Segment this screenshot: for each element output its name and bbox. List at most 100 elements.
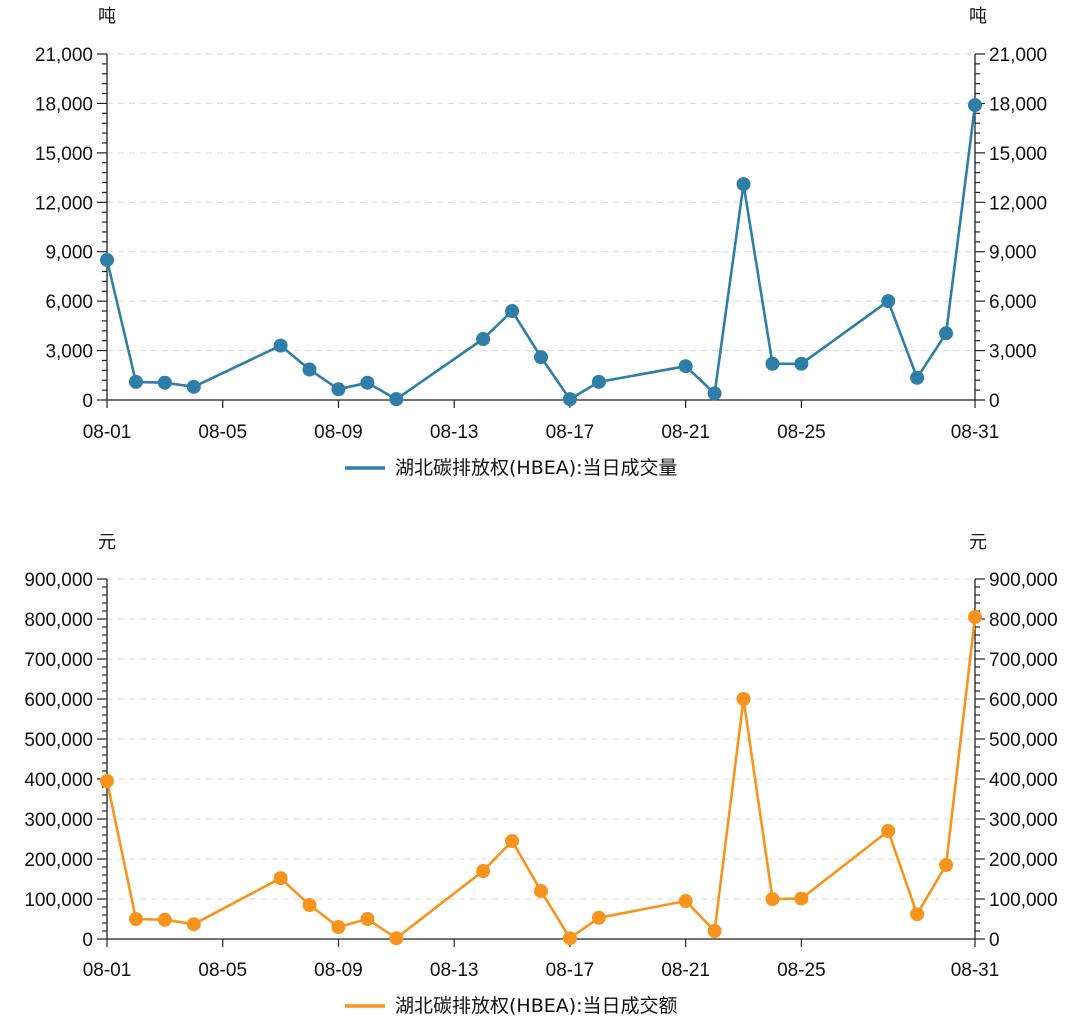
- y-tick-label-right: 800,000: [989, 610, 1058, 631]
- x-tick-label: 08-25: [777, 422, 826, 443]
- data-point: [939, 858, 954, 872]
- x-tick-label: 08-21: [661, 960, 710, 981]
- y-tick-label-left: 0: [82, 930, 93, 951]
- y-tick-label-left: 200,000: [24, 850, 93, 871]
- data-point: [794, 891, 809, 906]
- data-point: [331, 920, 346, 934]
- y-tick-label-left: 600,000: [24, 690, 93, 711]
- data-point: [302, 898, 317, 912]
- y-tick-label-right: 600,000: [989, 690, 1058, 711]
- y-unit-right: 吨: [969, 6, 987, 27]
- y-tick-label-right: 12,000: [989, 193, 1047, 214]
- data-point: [794, 356, 809, 371]
- x-tick-label: 08-05: [198, 960, 247, 981]
- data-point: [707, 386, 722, 401]
- y-tick-label-right: 200,000: [989, 850, 1058, 871]
- data-point: [881, 294, 896, 309]
- x-tick-label: 08-05: [198, 422, 247, 443]
- x-tick-label: 08-25: [777, 960, 826, 981]
- y-tick-label-right: 15,000: [989, 144, 1047, 165]
- y-tick-label-right: 900,000: [989, 570, 1058, 591]
- volume-chart: 0 0 3,000 3,000 6,000 6,000 9,000 9,000 12,000 12…: [35, 6, 1047, 479]
- y-tick-label-right: 400,000: [989, 770, 1058, 791]
- data-point: [476, 864, 491, 878]
- data-point: [562, 392, 577, 407]
- data-point: [100, 252, 114, 267]
- data-point: [968, 610, 982, 624]
- y-tick-label-left: 900,000: [24, 570, 93, 591]
- data-point: [881, 824, 896, 838]
- data-point: [476, 332, 491, 347]
- data-point: [505, 834, 520, 848]
- y-tick-label-right: 3,000: [989, 342, 1037, 363]
- y-tick-label-left: 500,000: [24, 730, 93, 751]
- y-tick-label-right: 9,000: [989, 243, 1037, 264]
- x-tick-label: 08-01: [83, 422, 132, 443]
- x-tick-label: 08-21: [661, 422, 710, 443]
- data-point: [186, 379, 201, 394]
- y-tick-label-left: 700,000: [24, 650, 93, 671]
- y-tick-label-right: 100,000: [989, 890, 1058, 911]
- y-tick-label-left: 12,000: [35, 193, 93, 214]
- data-point: [591, 910, 606, 925]
- y-unit-right: 元: [969, 532, 987, 553]
- data-point: [765, 892, 780, 906]
- x-tick-label: 08-01: [83, 960, 132, 981]
- data-point: [389, 392, 404, 407]
- data-point: [360, 375, 375, 390]
- y-tick-label-right: 18,000: [989, 94, 1047, 115]
- data-point: [331, 382, 346, 397]
- data-point: [534, 884, 548, 898]
- data-point: [678, 894, 693, 908]
- x-tick-label: 08-31: [951, 422, 1000, 443]
- y-tick-label-right: 500,000: [989, 730, 1058, 751]
- x-tick-label: 08-31: [951, 960, 1000, 981]
- y-tick-label-left: 100,000: [24, 890, 93, 911]
- data-point: [910, 907, 925, 922]
- data-point: [100, 774, 114, 788]
- y-tick-label-left: 3,000: [45, 342, 93, 363]
- legend-label: 湖北碳排放权(HBEA):当日成交额: [395, 995, 678, 1017]
- y-tick-label-left: 9,000: [45, 243, 93, 264]
- data-point: [534, 350, 548, 365]
- y-tick-label-left: 800,000: [24, 610, 93, 631]
- y-tick-label-left: 18,000: [35, 94, 93, 115]
- data-point: [186, 917, 201, 932]
- data-point: [157, 912, 172, 927]
- data-point: [505, 304, 520, 319]
- x-tick-label: 08-13: [430, 422, 479, 443]
- data-point: [157, 375, 172, 390]
- data-point: [360, 912, 375, 926]
- data-point: [591, 374, 606, 389]
- amount-chart: 0 0 100,000 100,000 200,000 200,000 300,000 300…: [24, 532, 1057, 1017]
- y-unit-left: 元: [98, 532, 116, 553]
- data-point: [910, 370, 925, 385]
- data-point: [389, 931, 404, 946]
- y-tick-label-left: 300,000: [24, 810, 93, 831]
- data-point: [273, 338, 288, 353]
- y-tick-label-left: 21,000: [35, 45, 93, 66]
- y-tick-label-left: 0: [82, 391, 93, 412]
- data-point: [678, 359, 693, 374]
- data-point: [736, 177, 751, 192]
- data-point: [128, 912, 143, 926]
- y-tick-label-left: 400,000: [24, 770, 93, 791]
- x-tick-label: 08-17: [546, 960, 595, 981]
- data-point: [765, 356, 780, 371]
- data-point: [302, 362, 317, 377]
- data-point: [128, 374, 143, 389]
- data-point: [736, 692, 751, 706]
- x-tick-label: 08-17: [546, 422, 595, 443]
- y-tick-label-right: 21,000: [989, 45, 1047, 66]
- legend-label: 湖北碳排放权(HBEA):当日成交量: [395, 457, 678, 479]
- data-point: [968, 98, 982, 113]
- data-point: [273, 871, 288, 886]
- y-tick-label-right: 0: [989, 930, 1000, 951]
- data-point: [562, 931, 577, 946]
- data-point: [707, 924, 722, 938]
- y-tick-label-left: 15,000: [35, 144, 93, 165]
- y-tick-label-left: 6,000: [45, 292, 93, 313]
- y-tick-label-right: 300,000: [989, 810, 1058, 831]
- y-tick-label-right: 700,000: [989, 650, 1058, 671]
